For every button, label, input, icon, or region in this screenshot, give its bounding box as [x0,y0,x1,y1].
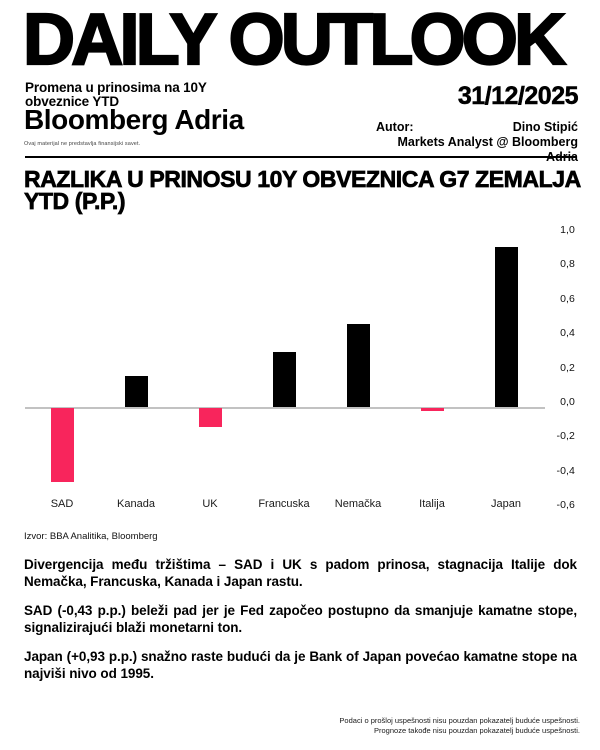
bar-chart: SAD Kanada UK Francuska Nemačka Italija Japan 1… [0,223,600,517]
subtitle-line-2: obveznice YTD [25,93,120,109]
bar-Kanada [124,375,148,407]
y-tick-label: 0,0 [560,396,575,408]
x-axis-label-Kanada: Kanada [117,498,155,510]
subtitle-line-1: Promena u prinosima na 10Y [25,80,207,95]
y-tick-label: 0,6 [560,292,575,305]
author-label: Autor: [376,120,414,134]
x-axis-label-Francuska: Francuska [258,498,310,510]
y-tick-label: 1,0 [560,223,575,236]
bar-Nemačka [346,324,370,407]
brand-disclaimer: Ovaj materijal ne predstavlja finansijsk… [24,141,141,147]
bar-Italija [420,408,444,412]
commentary-paragraph-2: SAD (-0,43 p.p.) beleži pad jer je Fed z… [24,603,577,635]
footer-disclaimer-line-2: Prognoze takođe nisu pouzdan pokazatelj … [374,726,580,735]
commentary: Divergencija među tržištima – SAD i UK s… [24,557,577,695]
commentary-paragraph-1: Divergencija među tržištima – SAD i UK s… [24,557,577,589]
x-axis-label-SAD: SAD [50,498,74,510]
chart-title: RAZLIKA U PRINOSU 10Y OBVEZNICA G7 ZEMAL… [24,166,582,214]
subtitle: Promena u prinosima na 10Y obveznice YTD [25,81,207,108]
bar-SAD [50,408,74,483]
y-tick-label: 0,8 [560,258,575,271]
x-axis-line [25,407,545,409]
x-axis-label-Nemačka: Nemačka [334,498,382,510]
y-tick-label: 0,4 [560,327,575,340]
chart-source: Izvor: BBA Analitika, Bloomberg [24,531,158,542]
author-block: Autor: Dino Stipić Markets Analyst @ Blo… [376,120,578,165]
author-row: Autor: Dino Stipić [376,120,578,135]
chart-title-line-2: YTD (P.P.) [24,187,126,214]
x-axis-label-Japan: Japan [491,498,521,510]
chart-title-line-1: RAZLIKA U PRINOSU 10Y OBVEZNICA G7 ZEMAL… [24,166,582,192]
author-name: Dino Stipić [512,120,578,134]
commentary-paragraph-3: Japan (+0,93 p.p.) snažno raste budući d… [24,649,577,681]
header-divider [25,156,577,158]
bar-UK [198,408,222,427]
x-axis-label-UK: UK [202,498,218,510]
issue-date: 31/12/2025 [457,82,579,111]
x-axis-label-Italija: Italija [419,498,445,510]
footer-disclaimer-line-1: Podaci o prošloj uspešnosti nisu pouzdan… [339,716,580,725]
author-role: Markets Analyst @ Bloomberg Adria [397,135,578,164]
y-tick-label: -0,2 [556,430,575,443]
y-tick-label: -0,4 [556,464,575,477]
y-tick-label: -0,6 [556,499,575,512]
masthead-title: DAILY OUTLOOK [22,0,567,80]
bar-Japan [494,246,518,407]
brand-logo: Bloomberg Adria [24,104,244,135]
y-tick-label: 0,2 [560,361,575,374]
bar-Francuska [272,351,296,407]
footer-disclaimer: Podaci o prošloj uspešnosti nisu pouzdan… [339,716,580,736]
